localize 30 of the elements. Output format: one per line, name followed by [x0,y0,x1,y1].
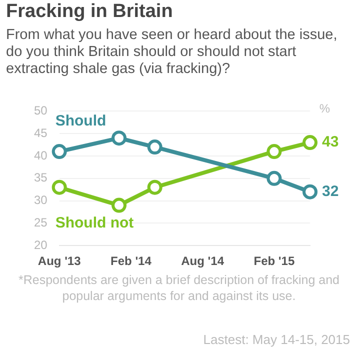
series-label: Should not [55,214,134,232]
y-tick-label: 40 [34,148,48,162]
x-tick-label: Feb '14 [110,254,152,268]
point [52,144,67,160]
chart-title: Fracking in Britain [6,1,173,23]
x-tick-label: Aug '13 [38,254,82,268]
series-label: Should [55,112,106,130]
text: Lastest: May 14-15, 2015 [203,332,350,347]
y-tick-label: 25 [34,216,48,230]
y-axis-title: % [319,102,330,116]
point [147,140,162,155]
y-tick-label: 35 [34,170,48,185]
y-tick-label: 20 [34,238,48,252]
chart-subtitle: From what you have seen or heard about the issue, do you think Britain should or should not start extracting shale gas (via fracking)? [6,27,338,78]
point [112,198,127,213]
y-tick-label: 45 [34,126,48,140]
point [147,180,162,195]
text: *Respondents are given a brief description of fracking and popular arguments for and against its use. [17,272,341,304]
point [52,180,67,195]
data-label: 32 [322,182,339,200]
point [112,130,127,146]
y-tick-label: 30 [34,193,48,208]
point [302,184,318,200]
point [302,135,318,150]
y-tick-label: 50 [34,104,48,118]
x-tick-label: Aug '14 [181,254,224,268]
point [266,144,282,160]
x-tick-label: Feb '15 [254,254,295,268]
data-label: 43 [322,134,339,151]
point [266,170,282,186]
